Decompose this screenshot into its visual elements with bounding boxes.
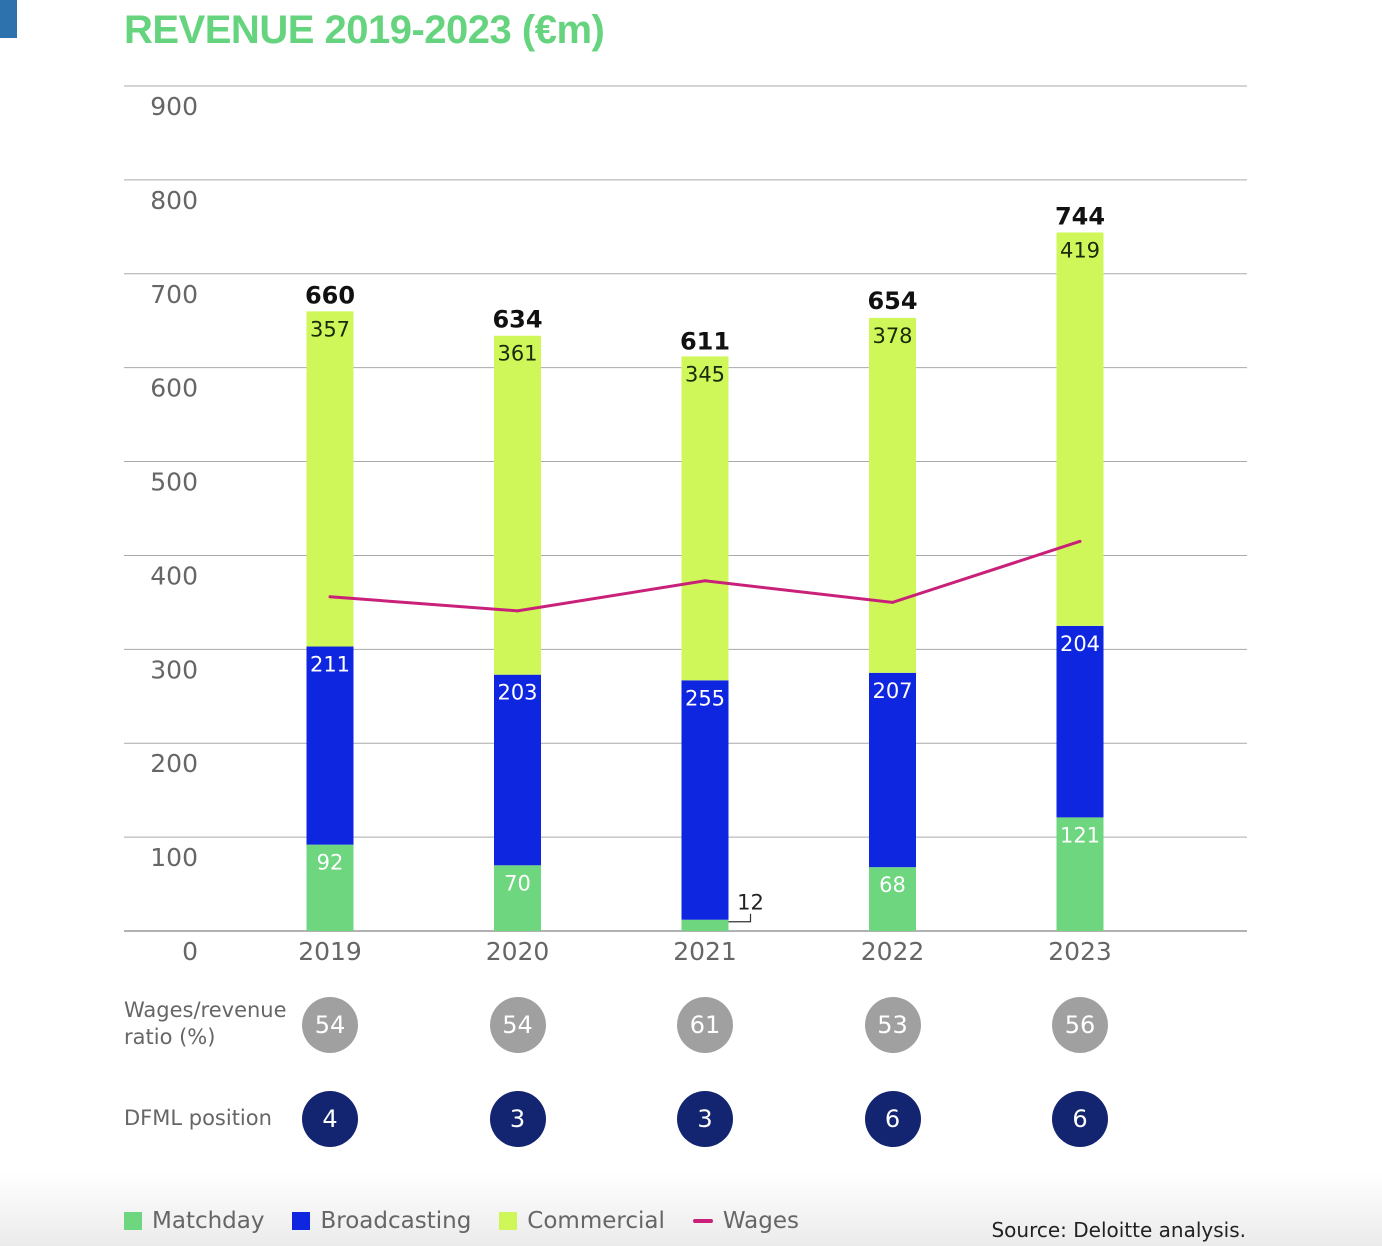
position-row-label: DFML position [124, 1106, 272, 1130]
bar-segment-commercial [306, 311, 354, 647]
dfml-position-badge: 6 [1052, 1091, 1108, 1147]
segment-value-label: 12 [737, 891, 764, 915]
label-leader-line [728, 913, 752, 923]
y-tick-label: 600 [150, 374, 198, 403]
dfml-position-badge: 6 [864, 1091, 921, 1147]
y-tick-label: 400 [150, 561, 198, 590]
bar-segment-broadcasting [869, 672, 916, 868]
segment-value-label: 211 [310, 653, 350, 677]
ratio-row-label-line2: ratio (%) [124, 1025, 216, 1049]
legend-label: Broadcasting [320, 1208, 472, 1234]
wages-ratio-badge: 54 [489, 997, 546, 1053]
dfml-position-badge: 3 [489, 1091, 546, 1147]
y-tick-label: 800 [150, 186, 198, 215]
corner-marker [0, 0, 17, 38]
y-tick-label: 100 [150, 843, 198, 872]
legend-label: Wages [722, 1208, 799, 1234]
segment-value-label: 121 [1060, 823, 1100, 847]
wages-point [1078, 539, 1082, 543]
ratio-row-label: Wages/revenue ratio (%) [124, 997, 287, 1051]
x-tick-label: 2022 [861, 937, 925, 966]
wages-line-icon [692, 1219, 713, 1223]
x-tick-label: 2020 [486, 937, 550, 966]
matchday-swatch-icon [124, 1212, 142, 1230]
bar-segment-broadcasting [1056, 625, 1104, 818]
commercial-swatch-icon [499, 1212, 518, 1230]
wages-ratio-badge: 61 [677, 997, 733, 1053]
bar-segment-matchday [869, 867, 916, 931]
bar-segment-matchday [681, 919, 729, 931]
bar-segment-commercial [869, 317, 916, 673]
bar-segment-matchday [306, 844, 354, 931]
bar-segment-matchday [1056, 817, 1104, 931]
y-tick-label: 500 [150, 468, 198, 497]
segment-value-label: 204 [1060, 632, 1100, 656]
segment-value-label: 361 [497, 342, 537, 366]
bar-total-label: 654 [867, 287, 917, 315]
wages-ratio-badge: 54 [302, 997, 358, 1053]
bar-total-label: 611 [680, 327, 730, 355]
segment-value-label: 255 [685, 686, 725, 710]
segment-value-label: 203 [497, 681, 537, 705]
bar-total-label: 744 [1055, 202, 1105, 230]
legend-label: Matchday [152, 1208, 265, 1234]
y-tick-label: 200 [150, 749, 198, 778]
broadcasting-swatch-icon [292, 1212, 311, 1230]
legend-item-commercial: Commercial [499, 1208, 665, 1234]
bar-segment-commercial [681, 356, 729, 681]
chart-title: REVENUE 2019-2023 (€m) [124, 8, 605, 52]
x-tick-label: 2023 [1048, 937, 1112, 966]
y-tick-label: 900 [150, 92, 198, 121]
wages-ratio-badge: 53 [864, 997, 921, 1053]
segment-value-label: 378 [872, 324, 912, 348]
x-tick-label: 2021 [673, 937, 737, 966]
bar-total-label: 634 [492, 306, 542, 334]
segment-value-label: 207 [872, 679, 912, 703]
wages-point [703, 579, 707, 583]
wages-point [328, 595, 332, 599]
wages-ratio-badge: 56 [1052, 997, 1108, 1053]
legend-item-wages: Wages [692, 1208, 799, 1234]
footer [0, 1172, 1382, 1246]
wages-point [891, 600, 894, 604]
y-tick-label: 700 [150, 280, 198, 309]
segment-value-label: 345 [685, 362, 725, 386]
dfml-position-badge: 4 [302, 1091, 358, 1147]
source-note: Source: Deloitte analysis. [991, 1218, 1246, 1242]
bar-segment-broadcasting [306, 646, 354, 845]
segment-value-label: 68 [879, 873, 906, 897]
segment-value-label: 70 [504, 871, 531, 895]
segment-value-label: 419 [1060, 238, 1100, 262]
bar-segment-matchday [494, 865, 541, 931]
legend-label: Commercial [527, 1208, 665, 1234]
bar-total-label: 660 [305, 281, 355, 309]
bar-segment-broadcasting [494, 674, 541, 866]
ratio-row-label-line1: Wages/revenue [124, 998, 287, 1022]
legend-item-matchday: Matchday [124, 1208, 264, 1234]
segment-value-label: 92 [317, 851, 344, 875]
legend: Matchday Broadcasting Commercial Wages [124, 1208, 827, 1234]
legend-item-broadcasting: Broadcasting [292, 1208, 471, 1234]
y-tick-label: 300 [150, 655, 198, 684]
bar-segment-commercial [494, 335, 541, 675]
bar-segment-broadcasting [681, 680, 729, 920]
wages-point [516, 609, 519, 613]
dfml-position-badge: 3 [677, 1091, 733, 1147]
x-tick-label: 2019 [298, 937, 362, 966]
segment-value-label: 357 [310, 317, 350, 341]
y-tick-label: 0 [182, 937, 198, 966]
bar-segment-commercial [1056, 232, 1104, 626]
revenue-chart: 0 100 200 300 400 500 600 700 800 900 92 211 357 660 2… [124, 85, 1247, 966]
